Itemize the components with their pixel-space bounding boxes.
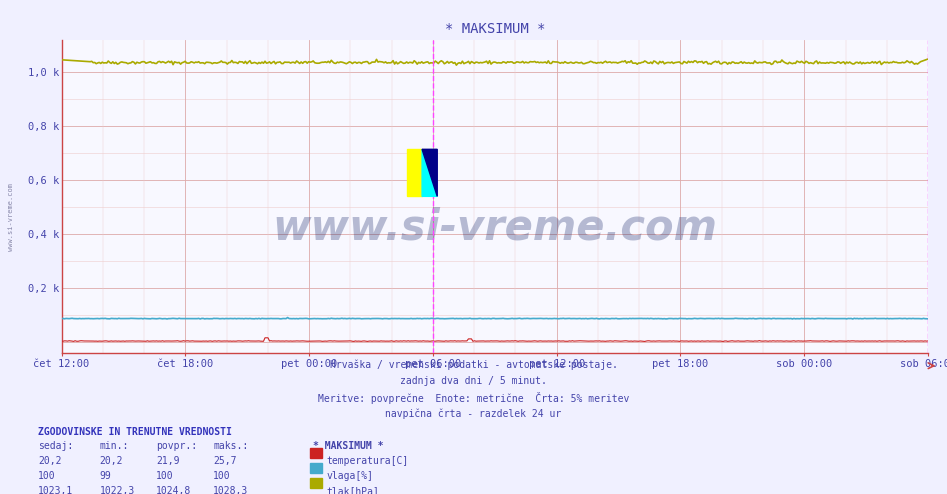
Text: 99: 99 [99,471,111,481]
Bar [407,149,422,197]
Polygon shape [422,149,438,197]
Text: 1028,3: 1028,3 [213,486,248,494]
Text: ZGODOVINSKE IN TRENUTNE VREDNOSTI: ZGODOVINSKE IN TRENUTNE VREDNOSTI [38,427,232,437]
Text: tlak[hPa]: tlak[hPa] [327,486,380,494]
Text: 1024,8: 1024,8 [156,486,191,494]
Text: 20,2: 20,2 [38,456,62,466]
Text: 100: 100 [156,471,174,481]
Text: * MAKSIMUM *: * MAKSIMUM * [313,441,383,451]
Polygon shape [422,149,438,197]
Text: vlaga[%]: vlaga[%] [327,471,374,481]
Text: www.si-vreme.com: www.si-vreme.com [9,183,14,251]
Text: 1023,1: 1023,1 [38,486,73,494]
Text: min.:: min.: [99,441,129,451]
Text: temperatura[C]: temperatura[C] [327,456,409,466]
Title: * MAKSIMUM *: * MAKSIMUM * [444,22,545,36]
Text: 100: 100 [213,471,231,481]
Text: 25,7: 25,7 [213,456,237,466]
Text: zadnja dva dni / 5 minut.: zadnja dva dni / 5 minut. [400,376,547,386]
Text: sedaj:: sedaj: [38,441,73,451]
Text: www.si-vreme.com: www.si-vreme.com [273,206,717,249]
Text: 1022,3: 1022,3 [99,486,134,494]
Text: 20,2: 20,2 [99,456,123,466]
Text: Hrvaška / vremenski podatki - avtomatske postaje.: Hrvaška / vremenski podatki - avtomatske… [330,360,617,370]
Text: 21,9: 21,9 [156,456,180,466]
Text: maks.:: maks.: [213,441,248,451]
Text: povpr.:: povpr.: [156,441,197,451]
Text: navpična črta - razdelek 24 ur: navpična črta - razdelek 24 ur [385,409,562,419]
Text: Meritve: povprečne  Enote: metrične  Črta: 5% meritev: Meritve: povprečne Enote: metrične Črta:… [318,392,629,404]
Text: 100: 100 [38,471,56,481]
